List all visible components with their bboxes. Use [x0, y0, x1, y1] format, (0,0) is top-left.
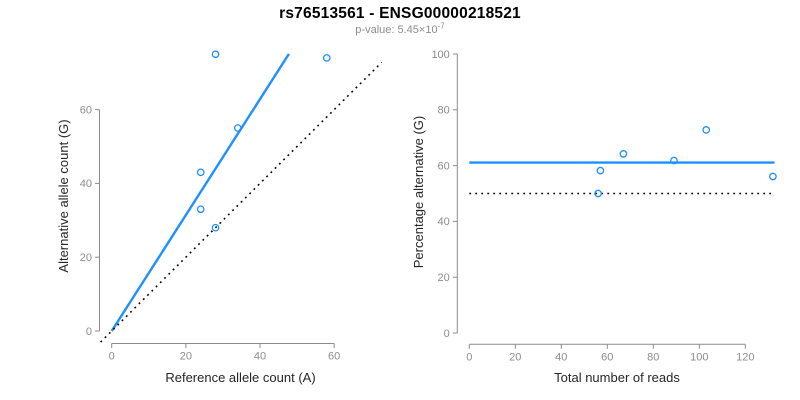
x-tick-label: 60	[328, 351, 340, 363]
y-tick-label: 0	[444, 328, 450, 340]
y-tick-label: 40	[80, 178, 92, 190]
x-tick-label: 40	[254, 351, 266, 363]
y-axis-label: Alternative allele count (G)	[56, 119, 71, 272]
identity-line	[100, 61, 383, 343]
x-tick-label: 0	[109, 351, 115, 363]
y-tick-label: 0	[86, 326, 92, 338]
data-point	[322, 54, 331, 62]
x-tick-label: 40	[555, 351, 567, 363]
p-value-exponent: -7	[437, 21, 445, 31]
y-axis-label: Percentage alternative (G)	[411, 116, 426, 268]
chart-title: rs76513561 - ENSG00000218521	[279, 5, 521, 22]
x-tick-label: 0	[466, 351, 472, 363]
fit-line	[110, 53, 290, 332]
data-point	[196, 205, 205, 214]
data-point	[211, 50, 220, 59]
x-tick-label: 20	[180, 351, 192, 363]
x-tick-label: 100	[690, 351, 708, 363]
y-tick-label: 20	[438, 272, 450, 284]
y-tick-label: 40	[438, 216, 450, 228]
data-point	[594, 189, 602, 198]
x-axis-label: Reference allele count (A)	[165, 370, 315, 385]
plot-1: 0 20 40 60 80 100 120 0 20 40 60 80 100 Total number …	[411, 49, 777, 385]
data-point	[196, 168, 205, 177]
x-tick-label: 20	[509, 351, 521, 363]
p-value-text: p-value: 5.45×10	[355, 24, 438, 36]
data-point	[619, 150, 628, 158]
data-point	[596, 166, 605, 175]
data-point	[211, 223, 220, 232]
y-tick-label: 80	[438, 105, 450, 117]
plot-0: 0 20 40 60 0 20 40 60 Reference allele count (A)…	[56, 50, 383, 385]
data-point	[670, 156, 678, 165]
data-point	[769, 172, 777, 181]
p-value-subtitle: p-value: 5.45×10-7	[0, 21, 800, 36]
y-tick-label: 100	[431, 49, 449, 61]
y-tick-label: 60	[80, 104, 92, 116]
x-axis-label: Total number of reads	[554, 370, 680, 385]
x-tick-label: 60	[601, 351, 613, 363]
x-tick-label: 80	[647, 351, 659, 363]
data-point	[702, 126, 711, 134]
x-tick-label: 120	[736, 351, 754, 363]
data-point	[233, 124, 242, 132]
y-tick-label: 60	[438, 160, 450, 172]
y-tick-label: 20	[80, 252, 92, 264]
